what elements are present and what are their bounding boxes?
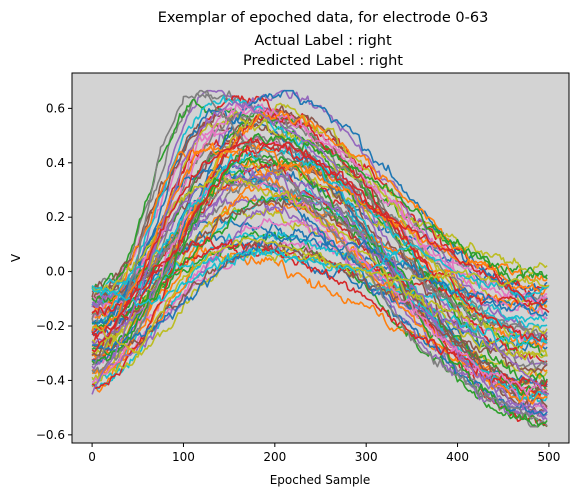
x-tick-label: 300 bbox=[355, 450, 378, 464]
chart-title-line-3: Predicted Label : right bbox=[243, 53, 403, 69]
series-line-62 bbox=[91, 132, 548, 364]
x-axis-label: Epoched Sample bbox=[270, 473, 371, 487]
x-tick-label: 0 bbox=[88, 450, 96, 464]
series-line-2 bbox=[91, 230, 548, 428]
series-line-60 bbox=[92, 231, 548, 352]
series-line-rep-1 bbox=[91, 100, 550, 395]
y-axis-label: V bbox=[9, 253, 23, 262]
y-tick-label: −0.6 bbox=[36, 428, 65, 442]
series-line-61 bbox=[91, 142, 548, 332]
x-tick-label: 400 bbox=[446, 450, 469, 464]
series-line-56 bbox=[91, 173, 548, 396]
series-line-63 bbox=[91, 143, 548, 342]
series-line-rep-0 bbox=[91, 92, 541, 422]
y-tick-label: −0.2 bbox=[36, 319, 65, 333]
x-tick-label: 200 bbox=[263, 450, 286, 464]
y-tick-label: 0.0 bbox=[46, 265, 65, 279]
series-line-rep-3 bbox=[91, 137, 550, 353]
series-line-53 bbox=[91, 237, 548, 389]
x-tick-label: 500 bbox=[537, 450, 560, 464]
series-line-48 bbox=[91, 245, 548, 382]
y-tick-label: 0.2 bbox=[46, 210, 65, 224]
plot-frame bbox=[71, 72, 570, 444]
x-tick-label: 100 bbox=[172, 450, 195, 464]
y-axis: −0.6 −0.4 −0.2 0.0 0.2 0.4 0.6 bbox=[36, 101, 72, 442]
series-line-46 bbox=[91, 103, 548, 319]
series-line-31 bbox=[91, 159, 548, 374]
y-tick-label: −0.4 bbox=[36, 373, 65, 387]
series-line-rep-4 bbox=[92, 237, 550, 355]
chart-title-line-1: Exemplar of epoched data, for electrode … bbox=[158, 10, 489, 26]
series-line-rep-2 bbox=[91, 243, 550, 308]
series-line-57 bbox=[91, 177, 548, 374]
series-line-52 bbox=[91, 155, 548, 426]
series-layer bbox=[91, 89, 550, 428]
chart-title-line-2: Actual Label : right bbox=[254, 33, 392, 49]
y-tick-label: 0.6 bbox=[46, 101, 65, 115]
series-line-25 bbox=[91, 112, 548, 399]
series-line-55 bbox=[91, 240, 548, 373]
x-axis: 0 100 200 300 400 500 bbox=[88, 443, 560, 464]
y-tick-label: 0.4 bbox=[46, 156, 65, 170]
